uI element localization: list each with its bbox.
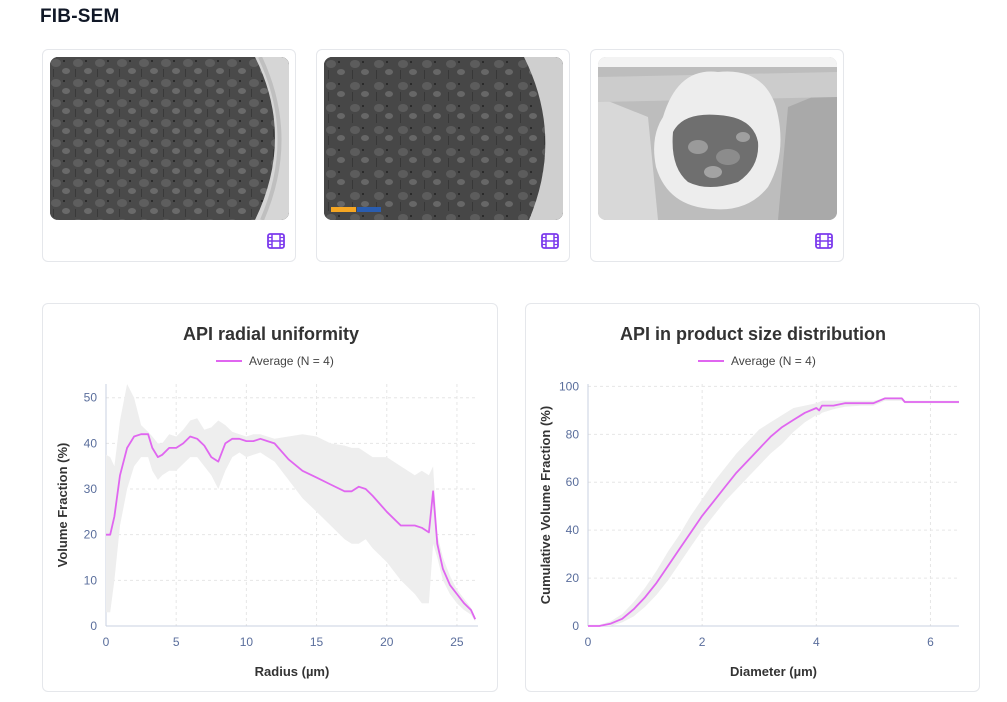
- series-line[interactable]: [588, 397, 959, 627]
- y-tick-label: 10: [84, 573, 98, 587]
- media-card-2[interactable]: [316, 49, 570, 262]
- media-card-1[interactable]: [42, 49, 296, 262]
- legend-label: Average (N = 4): [249, 354, 334, 368]
- x-tick-label: 20: [380, 635, 394, 649]
- legend-item[interactable]: Average (N = 4): [698, 354, 816, 368]
- media-card-3[interactable]: [590, 49, 844, 262]
- legend-label: Average (N = 4): [731, 354, 816, 368]
- error-band: [588, 397, 959, 626]
- x-tick-label: 5: [173, 635, 180, 649]
- y-tick-label: 20: [566, 571, 580, 585]
- y-tick-label: 0: [90, 619, 97, 633]
- y-tick-label: 0: [572, 619, 579, 633]
- size-distribution-chart: API in product size distribution Average …: [538, 324, 959, 679]
- chart-title: API radial uniformity: [183, 324, 359, 344]
- fib-sem-thumbnail-3[interactable]: [598, 57, 837, 220]
- legend-item[interactable]: Average (N = 4): [216, 354, 334, 368]
- x-tick-label: 2: [699, 635, 706, 649]
- x-axis-title: Radius (µm): [255, 664, 330, 679]
- y-tick-label: 80: [566, 427, 580, 441]
- section-title: FIB-SEM: [40, 6, 120, 27]
- x-tick-label: 25: [450, 635, 464, 649]
- y-tick-label: 30: [84, 482, 98, 496]
- series-line[interactable]: [106, 433, 477, 620]
- error-band: [106, 384, 476, 622]
- x-tick-label: 0: [585, 635, 592, 649]
- film-icon[interactable]: [541, 233, 559, 249]
- x-tick-label: 15: [310, 635, 324, 649]
- film-icon[interactable]: [815, 233, 833, 249]
- y-tick-label: 100: [559, 379, 579, 393]
- film-icon[interactable]: [267, 233, 285, 249]
- y-tick-label: 40: [84, 436, 98, 450]
- y-tick-label: 60: [566, 475, 580, 489]
- y-axis-title: Cumulative Volume Fraction (%): [538, 406, 553, 604]
- y-axis-title: Volume Fraction (%): [55, 443, 70, 568]
- chart-card-radial-uniformity: API radial uniformity Average (N = 4) 0 10 2…: [42, 303, 498, 692]
- x-tick-label: 10: [240, 635, 254, 649]
- x-tick-label: 0: [103, 635, 110, 649]
- y-tick-label: 50: [84, 391, 98, 405]
- chart-title: API in product size distribution: [620, 324, 886, 344]
- fib-sem-thumbnail-2[interactable]: [324, 57, 563, 220]
- x-axis-title: Diameter (µm): [730, 664, 817, 679]
- chart-card-size-distribution: API in product size distribution Average …: [525, 303, 980, 692]
- y-tick-label: 40: [566, 523, 580, 537]
- x-tick-label: 6: [927, 635, 934, 649]
- fib-sem-thumbnail-1[interactable]: [50, 57, 289, 220]
- y-tick-label: 20: [84, 528, 98, 542]
- x-tick-label: 4: [813, 635, 820, 649]
- radial-uniformity-chart: API radial uniformity Average (N = 4) 0 10 2…: [55, 324, 478, 679]
